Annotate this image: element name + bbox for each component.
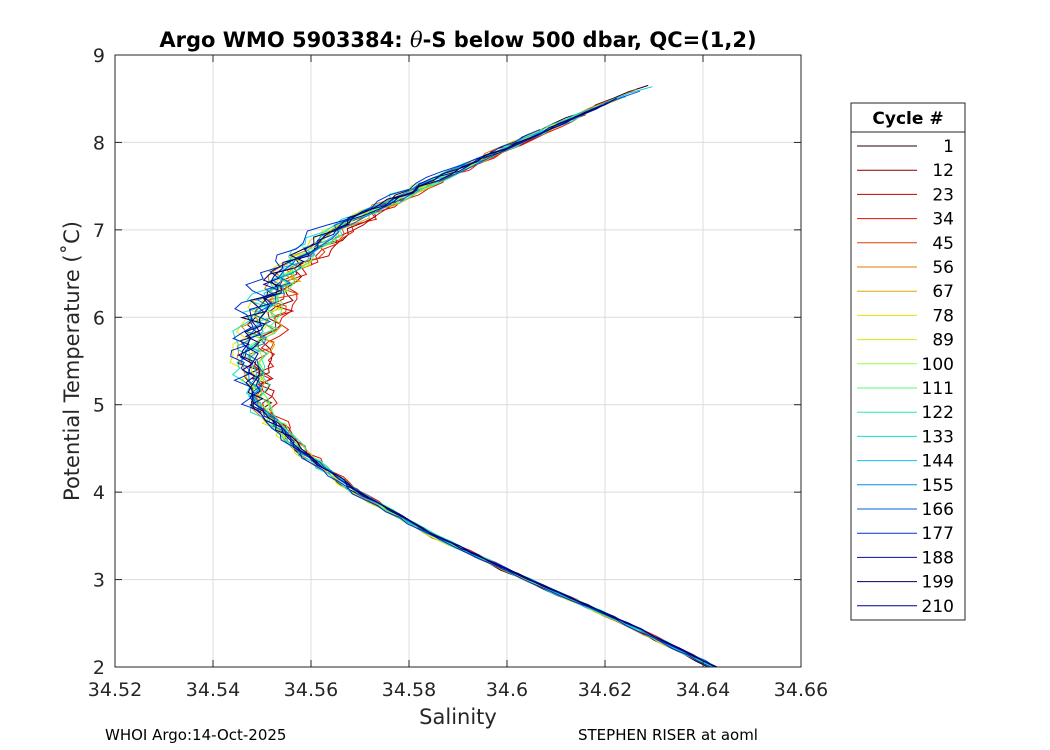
legend-title: Cycle # — [872, 109, 943, 129]
x-tick-label: 34.66 — [774, 679, 828, 701]
legend-label-23: 23 — [932, 185, 954, 205]
legend-label-78: 78 — [932, 306, 954, 326]
legend-label-133: 133 — [922, 427, 954, 447]
legend-label-67: 67 — [932, 282, 954, 302]
profile-lines — [229, 84, 718, 668]
legend-items: 1 12 23 34 45 56 67 78 89 100 111 122 133 144 155 166 17… — [857, 137, 954, 617]
axes-frame — [114, 54, 802, 668]
y-axis-ticks: 2 3 4 5 6 7 8 9 — [93, 45, 801, 679]
legend-label-166: 166 — [922, 500, 954, 520]
footer-credit: STEPHEN RISER at aoml — [578, 726, 758, 744]
y-tick-label: 4 — [93, 482, 105, 504]
y-tick-label: 7 — [93, 220, 105, 242]
y-tick-label: 5 — [93, 395, 105, 417]
y-tick-label: 6 — [93, 307, 105, 329]
legend: Cycle # 1 12 23 34 45 56 67 78 89 100 111 122 133 144… — [850, 102, 966, 621]
x-tick-label: 34.52 — [88, 679, 142, 701]
legend-label-177: 177 — [922, 524, 954, 544]
y-axis-label: Potential Temperature (˚C) — [60, 221, 84, 501]
legend-label-100: 100 — [922, 355, 954, 375]
legend-label-199: 199 — [922, 573, 954, 593]
x-tick-label: 34.54 — [186, 679, 240, 701]
x-tick-label: 34.6 — [486, 679, 528, 701]
profile-line-cycle-199 — [237, 105, 718, 668]
legend-label-45: 45 — [932, 234, 954, 254]
legend-label-111: 111 — [922, 379, 954, 399]
y-tick-label: 3 — [93, 570, 105, 592]
chart-title: Argo WMO 5903384: θ-S below 500 dbar, QC… — [159, 28, 756, 52]
y-tick-label: 8 — [93, 132, 105, 154]
x-tick-label: 34.58 — [382, 679, 436, 701]
legend-label-144: 144 — [922, 452, 954, 472]
footer-date: WHOI Argo:14-Oct-2025 — [105, 726, 286, 744]
legend-box — [850, 102, 966, 621]
legend-label-12: 12 — [932, 161, 954, 181]
legend-label-34: 34 — [932, 210, 954, 230]
x-axis-label: Salinity — [419, 705, 497, 729]
x-axis-ticks: 34.52 34.54 34.56 34.58 34.6 34.62 34.64 34.66 — [88, 55, 828, 701]
legend-label-89: 89 — [932, 331, 954, 351]
legend-label-122: 122 — [922, 403, 954, 423]
legend-label-188: 188 — [922, 548, 954, 568]
y-tick-label: 2 — [93, 657, 105, 679]
x-tick-label: 34.62 — [578, 679, 632, 701]
legend-label-1: 1 — [943, 137, 954, 157]
x-tick-label: 34.56 — [284, 679, 338, 701]
grid-lines — [114, 54, 802, 668]
legend-label-155: 155 — [922, 476, 954, 496]
legend-label-210: 210 — [922, 597, 954, 617]
plot-area — [115, 55, 801, 667]
y-tick-label: 9 — [93, 45, 105, 67]
legend-label-56: 56 — [932, 258, 954, 278]
x-tick-label: 34.64 — [676, 679, 730, 701]
profile-line-cycle-210 — [240, 97, 718, 668]
